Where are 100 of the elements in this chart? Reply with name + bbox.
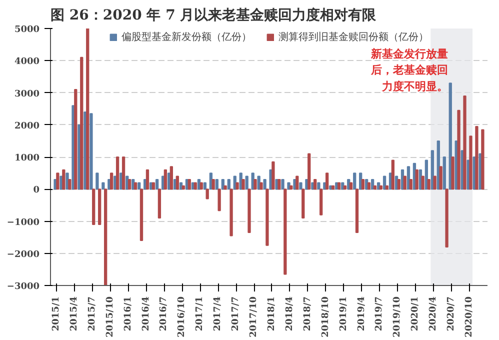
bar xyxy=(445,188,448,248)
bar xyxy=(403,176,406,190)
bar xyxy=(194,182,197,190)
bar xyxy=(370,178,374,190)
bar xyxy=(266,188,269,246)
bar xyxy=(176,176,179,190)
bar xyxy=(128,178,132,190)
bar xyxy=(66,172,69,190)
bar xyxy=(110,172,114,190)
bar xyxy=(236,182,239,190)
x-tick-label: 2017/1 xyxy=(195,296,206,332)
bar xyxy=(349,182,353,190)
bar xyxy=(164,169,168,190)
bar xyxy=(146,169,150,190)
bar xyxy=(433,176,436,190)
y-tick-label: −1000 xyxy=(6,218,40,228)
bar xyxy=(263,178,266,190)
bar xyxy=(140,188,144,242)
y-tick-label: 0 xyxy=(33,186,40,196)
bar xyxy=(382,176,386,190)
bar xyxy=(116,156,120,190)
bar xyxy=(272,161,275,190)
bar xyxy=(278,178,281,190)
bar xyxy=(80,56,84,190)
bar xyxy=(98,188,102,225)
bar xyxy=(361,178,365,190)
annotation: 新基金发行放量后，老基金赎回力度不明显。 xyxy=(370,48,448,93)
bar xyxy=(182,185,185,190)
y-tick-label: 2000 xyxy=(14,121,40,132)
bar xyxy=(248,188,251,233)
bar xyxy=(320,188,323,216)
bar xyxy=(74,89,78,190)
bar xyxy=(218,188,221,212)
bar xyxy=(260,182,263,190)
bar xyxy=(409,178,412,190)
bar xyxy=(463,95,466,190)
bar xyxy=(367,182,371,190)
bar xyxy=(385,185,389,190)
x-tick-label: 2019/1 xyxy=(338,296,349,332)
bar xyxy=(92,188,96,225)
bar xyxy=(212,178,215,190)
bar xyxy=(475,126,478,190)
bar xyxy=(397,178,400,190)
y-tick-label: 1000 xyxy=(14,154,40,164)
bar xyxy=(284,188,287,275)
bar xyxy=(245,176,248,190)
bar xyxy=(138,182,141,190)
bar xyxy=(102,182,105,190)
bar xyxy=(427,178,430,190)
x-tick-label: 2018/10 xyxy=(320,296,331,338)
bar xyxy=(227,178,230,190)
bar xyxy=(242,178,245,190)
bar xyxy=(257,176,260,190)
x-tick-label: 2017/4 xyxy=(213,296,224,332)
bar xyxy=(290,185,293,190)
x-tick-label: 2015/4 xyxy=(69,296,80,332)
y-tick-label: −2000 xyxy=(6,250,40,260)
bar xyxy=(170,166,173,190)
bar xyxy=(317,182,320,190)
x-tick-label: 2018/1 xyxy=(266,296,277,332)
x-tick-label: 2020/7 xyxy=(446,296,457,332)
bar xyxy=(86,28,90,190)
y-tick-label: 3000 xyxy=(14,89,40,100)
bar xyxy=(469,136,472,190)
bar xyxy=(439,166,442,190)
bar xyxy=(122,156,126,190)
x-tick-label: 2015/1 xyxy=(51,296,62,332)
x-tick-label: 2016/10 xyxy=(177,296,188,338)
y-tick-label: 4000 xyxy=(14,57,40,68)
bar xyxy=(299,182,302,190)
x-tick-label: 2019/10 xyxy=(392,296,403,338)
x-tick-label: 2015/7 xyxy=(87,296,98,332)
bar xyxy=(155,178,159,190)
bar xyxy=(206,188,209,200)
bar xyxy=(56,172,60,190)
x-tick-label: 2016/4 xyxy=(141,296,152,332)
bar xyxy=(68,178,72,190)
bar xyxy=(152,182,156,190)
bar xyxy=(379,185,383,190)
bar xyxy=(96,172,99,190)
chart-title: 图 26：2020 年 7 月以来老基金赎回力度相对有限 xyxy=(50,6,378,24)
bar xyxy=(457,110,460,190)
y-tick-label: −3000 xyxy=(6,282,40,292)
bar xyxy=(296,176,299,190)
bar xyxy=(134,182,138,190)
bar xyxy=(254,178,257,190)
bar xyxy=(331,185,335,190)
x-tick-label: 2020/10 xyxy=(464,296,475,338)
bar xyxy=(200,182,203,190)
x-tick-label: 2018/7 xyxy=(302,296,313,332)
bar xyxy=(391,160,394,190)
x-tick-label: 2015/10 xyxy=(105,296,116,338)
bar xyxy=(355,188,359,233)
bar xyxy=(442,156,446,190)
bar xyxy=(188,178,191,190)
bar xyxy=(215,178,218,190)
y-tick-label: 5000 xyxy=(14,25,40,35)
bar xyxy=(415,169,418,190)
bar xyxy=(451,156,454,190)
bar xyxy=(302,188,305,219)
